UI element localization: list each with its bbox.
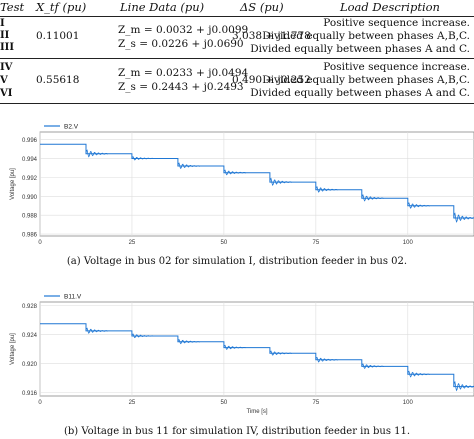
test-id: VI <box>0 88 13 99</box>
series-transient <box>131 156 155 161</box>
y-axis-label: Voltage [pu] <box>10 333 16 365</box>
load-description: Divided equally between phases A,B,C. <box>262 74 470 86</box>
xtf-value: 0.55618 <box>36 74 80 86</box>
chart-bus11-voltage: 0.916 0.920 0.924 0.928 0 25 50 75 100 Voltage [p… <box>10 294 474 415</box>
test-id: IV <box>0 62 13 73</box>
y-axis-label: Voltage [pu] <box>10 168 16 200</box>
xtf-value: 0.11001 <box>36 30 80 42</box>
y-tick-label: 0.992 <box>22 176 38 182</box>
header-test: Test <box>0 0 25 14</box>
series-transient <box>407 370 430 378</box>
x-tick-label: 25 <box>129 400 136 406</box>
delta-s-value: 3.038 + j1.778 <box>232 30 311 42</box>
y-tick-label: 0.988 <box>22 214 38 220</box>
y-tick-label: 0.994 <box>22 157 38 163</box>
x-tick-label: 50 <box>221 240 228 246</box>
header-xtf: X_tf (pu) <box>36 0 87 14</box>
series-transient <box>85 149 109 158</box>
y-tick-label: 0.990 <box>22 195 38 201</box>
y-tick-label: 0.916 <box>22 391 38 397</box>
x-tick-label: 25 <box>129 240 136 246</box>
x-tick-label: 75 <box>313 400 320 406</box>
table-rule <box>0 58 474 59</box>
series-transient <box>269 177 292 186</box>
x-tick-label: 75 <box>313 240 320 246</box>
series-transient <box>131 333 154 339</box>
x-axis-label: Time [s] <box>246 409 267 415</box>
x-tick-label: 100 <box>403 400 414 406</box>
series-transient <box>269 350 292 356</box>
caption-b: (b) Voltage in bus 11 for simulation IV,… <box>63 426 411 437</box>
chart-bus02-voltage: 0.986 0.988 0.990 0.992 0.994 0.996 0 25 50 75 100… <box>10 124 474 246</box>
y-tick-label: 0.996 <box>22 138 38 144</box>
series-transient <box>177 162 201 170</box>
series-transient <box>223 344 247 351</box>
plot-area <box>39 131 474 237</box>
series-transient <box>315 356 338 363</box>
y-tick-label: 0.986 <box>22 233 38 239</box>
header-line-data: Line Data (pu) <box>120 0 205 14</box>
series-transient <box>361 363 384 370</box>
line-zm: Z_m = 0.0233 + j0.0494 <box>118 67 249 79</box>
load-description: Positive sequence increase. <box>323 61 470 73</box>
test-id: V <box>0 75 8 86</box>
header-load-description: Load Description <box>340 0 440 14</box>
series-transient <box>315 186 338 193</box>
legend-label: B11.V <box>64 294 82 301</box>
header-delta-s: ΔS (pu) <box>240 0 284 14</box>
load-description: Positive sequence increase. <box>323 17 470 29</box>
load-description: Divided equally between phases A and C. <box>250 87 470 99</box>
x-tick-label: 100 <box>403 240 414 246</box>
series-transient <box>177 339 200 345</box>
line-zs: Z_s = 0.2443 + j0.2493 <box>118 81 244 93</box>
table-rule <box>0 16 474 17</box>
series-transient <box>453 212 474 223</box>
legend-label: B2.V <box>64 124 79 131</box>
parameters-table: Test X_tf (pu) Line Data (pu) ΔS (pu) Lo… <box>0 0 474 104</box>
test-id: II <box>0 30 10 41</box>
test-id: I <box>0 18 5 29</box>
y-tick-label: 0.924 <box>22 333 38 339</box>
x-tick-label: 50 <box>221 400 228 406</box>
load-description: Divided equally between phases A,B,C. <box>262 30 470 42</box>
x-tick-label: 0 <box>38 400 42 406</box>
series-transient <box>361 194 384 202</box>
series-transient <box>223 169 246 176</box>
series-transient <box>453 380 474 392</box>
series-transient <box>407 202 430 209</box>
y-tick-label: 0.928 <box>22 304 38 310</box>
line-zm: Z_m = 0.0032 + j0.0099 <box>118 24 249 36</box>
load-description: Divided equally between phases A and C. <box>250 43 470 55</box>
plot-area <box>39 301 474 397</box>
table-rule <box>0 103 474 104</box>
test-id: III <box>0 42 15 53</box>
caption-a: (a) Voltage in bus 02 for simulation I, … <box>66 256 408 267</box>
x-tick-label: 0 <box>38 240 42 246</box>
y-tick-label: 0.920 <box>22 362 38 368</box>
series-transient <box>85 327 109 334</box>
delta-s-value: 0.490 + j0.252 <box>232 74 311 86</box>
line-zs: Z_s = 0.0226 + j0.0690 <box>118 38 244 50</box>
